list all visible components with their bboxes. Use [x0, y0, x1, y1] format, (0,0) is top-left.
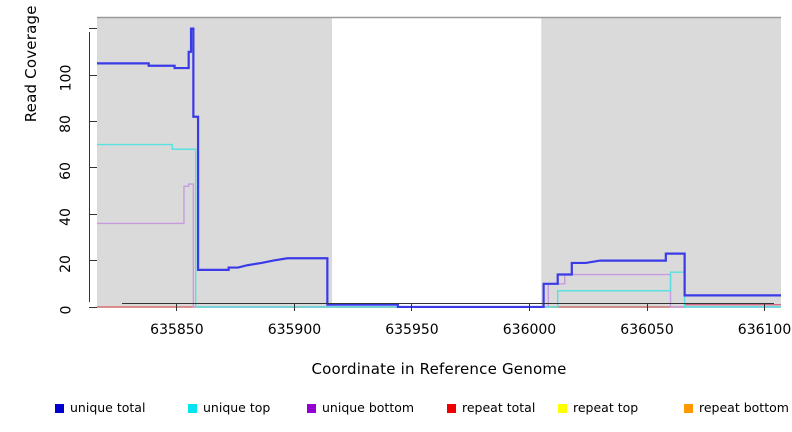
y-tick-label: 100	[46, 65, 86, 92]
y-tick-mark	[89, 120, 97, 122]
y-tick-mark	[89, 260, 97, 262]
x-tick-mark	[293, 303, 295, 311]
y-tick-mark	[89, 28, 97, 30]
legend-item-repeat-bottom: repeat bottom	[684, 398, 789, 418]
legend-label: repeat top	[573, 400, 639, 415]
x-tick-mark	[411, 303, 413, 311]
shaded-region-1	[541, 17, 781, 307]
legend-label: unique total	[70, 400, 146, 415]
legend-swatch-icon	[55, 403, 64, 413]
y-tick-label: 0	[46, 299, 86, 315]
y-tick-mark	[89, 74, 97, 76]
x-tick-label: 636050	[620, 322, 674, 338]
y-tick-label: 40	[46, 206, 86, 226]
y-tick-label: 20	[46, 253, 86, 273]
legend-swatch-icon	[684, 403, 693, 413]
legend-swatch-icon	[307, 403, 316, 413]
legend-label: repeat bottom	[699, 400, 789, 415]
x-axis-line	[122, 303, 774, 305]
legend-label: repeat total	[462, 400, 536, 415]
series-line-unique-total	[97, 27, 781, 308]
y-tick-label-text: 20	[57, 254, 74, 273]
y-tick-label-text: 40	[57, 208, 74, 227]
legend-item-repeat-total: repeat total	[447, 398, 535, 418]
legend-item-repeat-top: repeat top	[558, 398, 638, 418]
x-tick-mark	[764, 303, 766, 311]
legend-swatch-icon	[188, 403, 197, 413]
y-axis-title: Read Coverage Depth	[22, 0, 40, 123]
x-tick-label: 635950	[385, 322, 439, 338]
y-tick-mark	[89, 167, 97, 169]
legend-label: unique top	[203, 400, 271, 415]
x-axis-title: Coordinate in Reference Genome	[311, 360, 567, 378]
x-tick-label: 636100	[737, 322, 792, 338]
legend-swatch-icon	[447, 403, 456, 413]
x-tick-label: 635850	[150, 322, 204, 338]
shaded-region-0	[97, 17, 333, 307]
y-tick-label-text: 60	[57, 161, 74, 180]
x-tick-mark	[176, 303, 178, 311]
y-tick-mark	[89, 213, 97, 215]
legend-label: unique bottom	[322, 400, 415, 415]
x-tick-mark	[528, 303, 530, 311]
y-tick-label-text: 80	[57, 115, 74, 134]
y-tick-label-text: 100	[57, 64, 74, 92]
legend-item-unique-top: unique top	[188, 398, 270, 418]
y-tick-label-text: 0	[57, 305, 74, 315]
x-tick-label: 635900	[267, 322, 322, 338]
y-tick-label: 80	[46, 113, 86, 133]
legend-item-unique-bottom: unique bottom	[307, 398, 414, 418]
x-tick-mark	[646, 303, 648, 311]
y-axis-line	[89, 32, 91, 302]
legend-swatch-icon	[558, 403, 567, 413]
legend: unique total unique top unique bottom repea…	[0, 398, 792, 420]
y-tick-mark	[89, 306, 97, 308]
series-group	[97, 27, 781, 308]
x-tick-label: 636000	[502, 322, 557, 338]
y-tick-label: 60	[46, 160, 86, 180]
legend-item-unique-total: unique total	[55, 398, 145, 418]
